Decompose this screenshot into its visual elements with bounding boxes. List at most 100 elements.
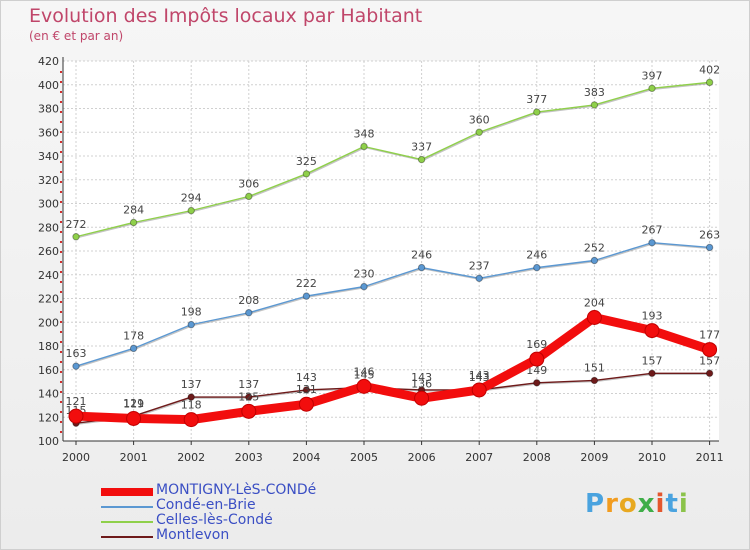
data-point-cond-en-brie — [648, 238, 656, 247]
x-tick-label: 2011 — [696, 451, 724, 464]
data-point-cond-en-brie — [302, 292, 311, 300]
data-point-montlevon — [648, 369, 656, 378]
axis-dot — [60, 241, 62, 243]
data-point-cond-en-brie — [705, 243, 714, 252]
data-point-montigny-l-s-cond — [298, 396, 314, 412]
data-label-celles-l-s-cond: 377 — [526, 93, 547, 106]
data-label-cond-en-brie: 178 — [123, 329, 144, 342]
data-label-montigny-l-s-cond: 193 — [642, 310, 663, 323]
axis-dot — [60, 251, 62, 253]
data-label-montigny-l-s-cond: 125 — [238, 390, 259, 403]
data-label-montigny-l-s-cond: 118 — [181, 399, 202, 412]
axis-dot — [60, 311, 62, 313]
y-tick-label: 260 — [38, 245, 59, 258]
data-label-cond-en-brie: 230 — [354, 268, 375, 281]
axis-dot — [60, 371, 62, 373]
data-point-celles-l-s-cond — [72, 233, 80, 241]
data-point-montlevon — [302, 386, 311, 394]
data-label-cond-en-brie: 267 — [642, 224, 663, 237]
legend-swatch — [101, 488, 153, 496]
x-tick-label: 2002 — [177, 451, 205, 464]
data-label-montigny-l-s-cond: 177 — [699, 329, 720, 342]
data-label-montlevon: 157 — [642, 354, 663, 367]
axis-dot — [60, 101, 62, 103]
data-point-montigny-l-s-cond — [644, 323, 660, 339]
axis-dot — [60, 151, 62, 153]
axis-dot — [60, 261, 62, 263]
data-label-cond-en-brie: 246 — [411, 249, 432, 262]
data-label-montigny-l-s-cond: 119 — [123, 397, 144, 410]
legend-swatch — [101, 506, 153, 508]
axis-dot — [60, 221, 62, 223]
y-tick-label: 180 — [38, 340, 59, 353]
chart-title: Evolution des Impôts locaux par Habitant — [29, 5, 423, 27]
data-point-montigny-l-s-cond — [183, 412, 199, 428]
data-point-cond-en-brie — [533, 263, 541, 272]
data-point-celles-l-s-cond — [129, 218, 138, 227]
axis-dot — [60, 121, 62, 123]
data-label-montigny-l-s-cond: 131 — [296, 383, 317, 396]
data-point-celles-l-s-cond — [302, 170, 311, 178]
data-point-montigny-l-s-cond — [241, 403, 257, 419]
legend-label: Condé-en-Brie — [156, 497, 256, 513]
data-point-cond-en-brie — [187, 320, 195, 329]
axis-dot — [60, 421, 62, 423]
x-tick-label: 2004 — [292, 451, 320, 464]
data-label-celles-l-s-cond: 397 — [642, 69, 663, 82]
data-label-celles-l-s-cond: 360 — [469, 113, 490, 126]
axis-dot — [60, 351, 62, 353]
y-tick-label: 420 — [38, 55, 59, 68]
legend-label: MONTIGNY-LèS-CONDé — [156, 482, 317, 498]
axis-dot — [60, 201, 62, 203]
x-tick-label: 2010 — [638, 451, 666, 464]
data-point-montigny-l-s-cond — [356, 378, 372, 394]
y-tick-label: 320 — [38, 174, 59, 187]
data-label-cond-en-brie: 198 — [181, 306, 202, 319]
data-label-montlevon: 137 — [181, 378, 202, 391]
data-point-montigny-l-s-cond — [414, 390, 430, 406]
y-tick-label: 100 — [38, 435, 59, 448]
legend-label: Celles-lès-Condé — [156, 512, 273, 528]
axis-dot — [60, 331, 62, 333]
x-tick-label: 2009 — [580, 451, 608, 464]
data-point-celles-l-s-cond — [360, 142, 368, 151]
data-label-cond-en-brie: 246 — [526, 249, 547, 262]
x-tick-label: 2003 — [235, 451, 263, 464]
y-tick-label: 280 — [38, 221, 59, 234]
data-point-celles-l-s-cond — [590, 101, 599, 109]
x-tick-label: 2006 — [408, 451, 436, 464]
axis-dot — [60, 171, 62, 173]
data-point-montigny-l-s-cond — [471, 382, 487, 398]
axis-dot — [60, 401, 62, 403]
axis-dot — [60, 341, 62, 343]
data-label-montlevon: 143 — [296, 371, 317, 384]
x-tick-label: 2008 — [523, 451, 551, 464]
series-line-celles-l-s-cond — [75, 81, 711, 238]
data-label-cond-en-brie: 208 — [238, 294, 259, 307]
axis-dot — [60, 391, 62, 393]
y-tick-label: 160 — [38, 364, 59, 377]
data-point-montigny-l-s-cond — [529, 351, 545, 367]
y-tick-label: 120 — [38, 411, 59, 424]
data-label-cond-en-brie: 252 — [584, 242, 605, 255]
y-tick-label: 400 — [38, 79, 59, 92]
axis-dot — [60, 141, 62, 143]
data-point-cond-en-brie — [475, 274, 483, 283]
axis-dot — [60, 131, 62, 133]
data-label-montigny-l-s-cond: 204 — [584, 297, 605, 310]
axis-dot — [60, 281, 62, 283]
data-point-celles-l-s-cond — [648, 84, 656, 93]
x-tick-label: 2007 — [465, 451, 493, 464]
data-label-cond-en-brie: 237 — [469, 259, 490, 272]
y-tick-label: 340 — [38, 150, 59, 163]
data-point-cond-en-brie — [417, 263, 426, 272]
data-label-montigny-l-s-cond: 169 — [526, 338, 547, 351]
data-label-montlevon: 149 — [526, 364, 547, 377]
axis-dot — [60, 71, 62, 73]
x-tick-label: 2001 — [120, 451, 148, 464]
data-point-cond-en-brie — [360, 282, 368, 291]
series-shadow-celles-l-s-cond — [76, 82, 711, 239]
data-label-montlevon: 143 — [469, 371, 490, 384]
